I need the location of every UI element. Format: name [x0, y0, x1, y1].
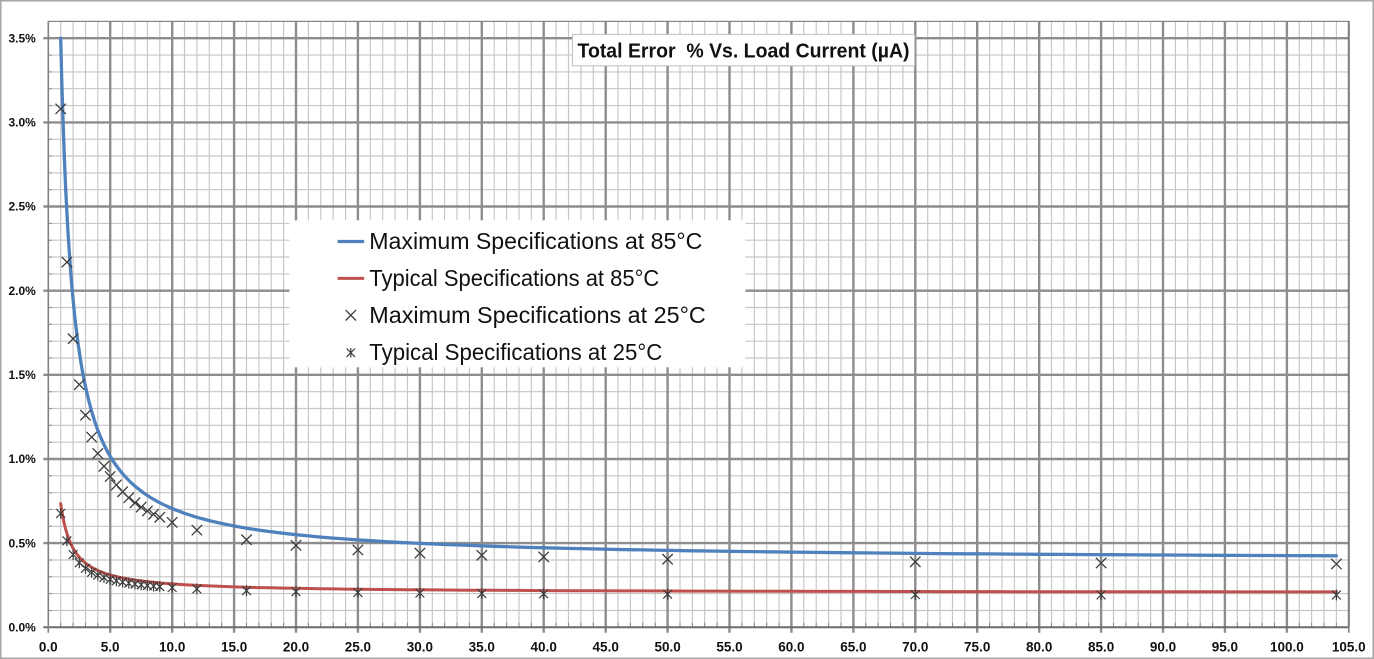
- svg-text:Typical Specifications at 25°C: Typical Specifications at 25°C: [369, 339, 662, 365]
- svg-text:65.0: 65.0: [840, 639, 866, 654]
- svg-text:0.0%: 0.0%: [8, 621, 36, 635]
- svg-text:90.0: 90.0: [1150, 639, 1176, 654]
- svg-text:Typical Specifications at 85°C: Typical Specifications at 85°C: [369, 265, 659, 291]
- svg-text:10.0: 10.0: [159, 639, 185, 654]
- svg-text:80.0: 80.0: [1026, 639, 1052, 654]
- svg-text:1.5%: 1.5%: [8, 368, 36, 382]
- svg-text:95.0: 95.0: [1212, 639, 1238, 654]
- svg-text:20.0: 20.0: [283, 639, 309, 654]
- svg-text:2.0%: 2.0%: [8, 284, 36, 298]
- svg-text:2.5%: 2.5%: [8, 200, 36, 214]
- svg-text:5.0: 5.0: [101, 639, 120, 654]
- svg-text:70.0: 70.0: [902, 639, 928, 654]
- svg-text:3.5%: 3.5%: [8, 31, 36, 45]
- svg-text:Maximum Specifications at 25°C: Maximum Specifications at 25°C: [369, 302, 706, 328]
- svg-text:3.0%: 3.0%: [8, 116, 36, 130]
- svg-text:0.5%: 0.5%: [8, 536, 36, 550]
- svg-text:35.0: 35.0: [469, 639, 495, 654]
- svg-text:15.0: 15.0: [221, 639, 247, 654]
- svg-text:60.0: 60.0: [778, 639, 804, 654]
- svg-text:1.0%: 1.0%: [8, 452, 36, 466]
- svg-text:Total Error % Vs. Load Curren: Total Error % Vs. Load Current (µA): [578, 41, 910, 63]
- svg-text:100.0: 100.0: [1270, 639, 1304, 654]
- svg-text:0.0: 0.0: [39, 639, 58, 654]
- svg-text:105.0: 105.0: [1332, 639, 1366, 654]
- svg-text:75.0: 75.0: [964, 639, 990, 654]
- svg-text:85.0: 85.0: [1088, 639, 1114, 654]
- svg-text:Maximum Specifications at 85°C: Maximum Specifications at 85°C: [369, 228, 702, 254]
- svg-text:30.0: 30.0: [407, 639, 433, 654]
- svg-text:25.0: 25.0: [345, 639, 371, 654]
- svg-text:55.0: 55.0: [716, 639, 742, 654]
- svg-text:40.0: 40.0: [531, 639, 557, 654]
- svg-text:50.0: 50.0: [654, 639, 680, 654]
- svg-text:45.0: 45.0: [593, 639, 619, 654]
